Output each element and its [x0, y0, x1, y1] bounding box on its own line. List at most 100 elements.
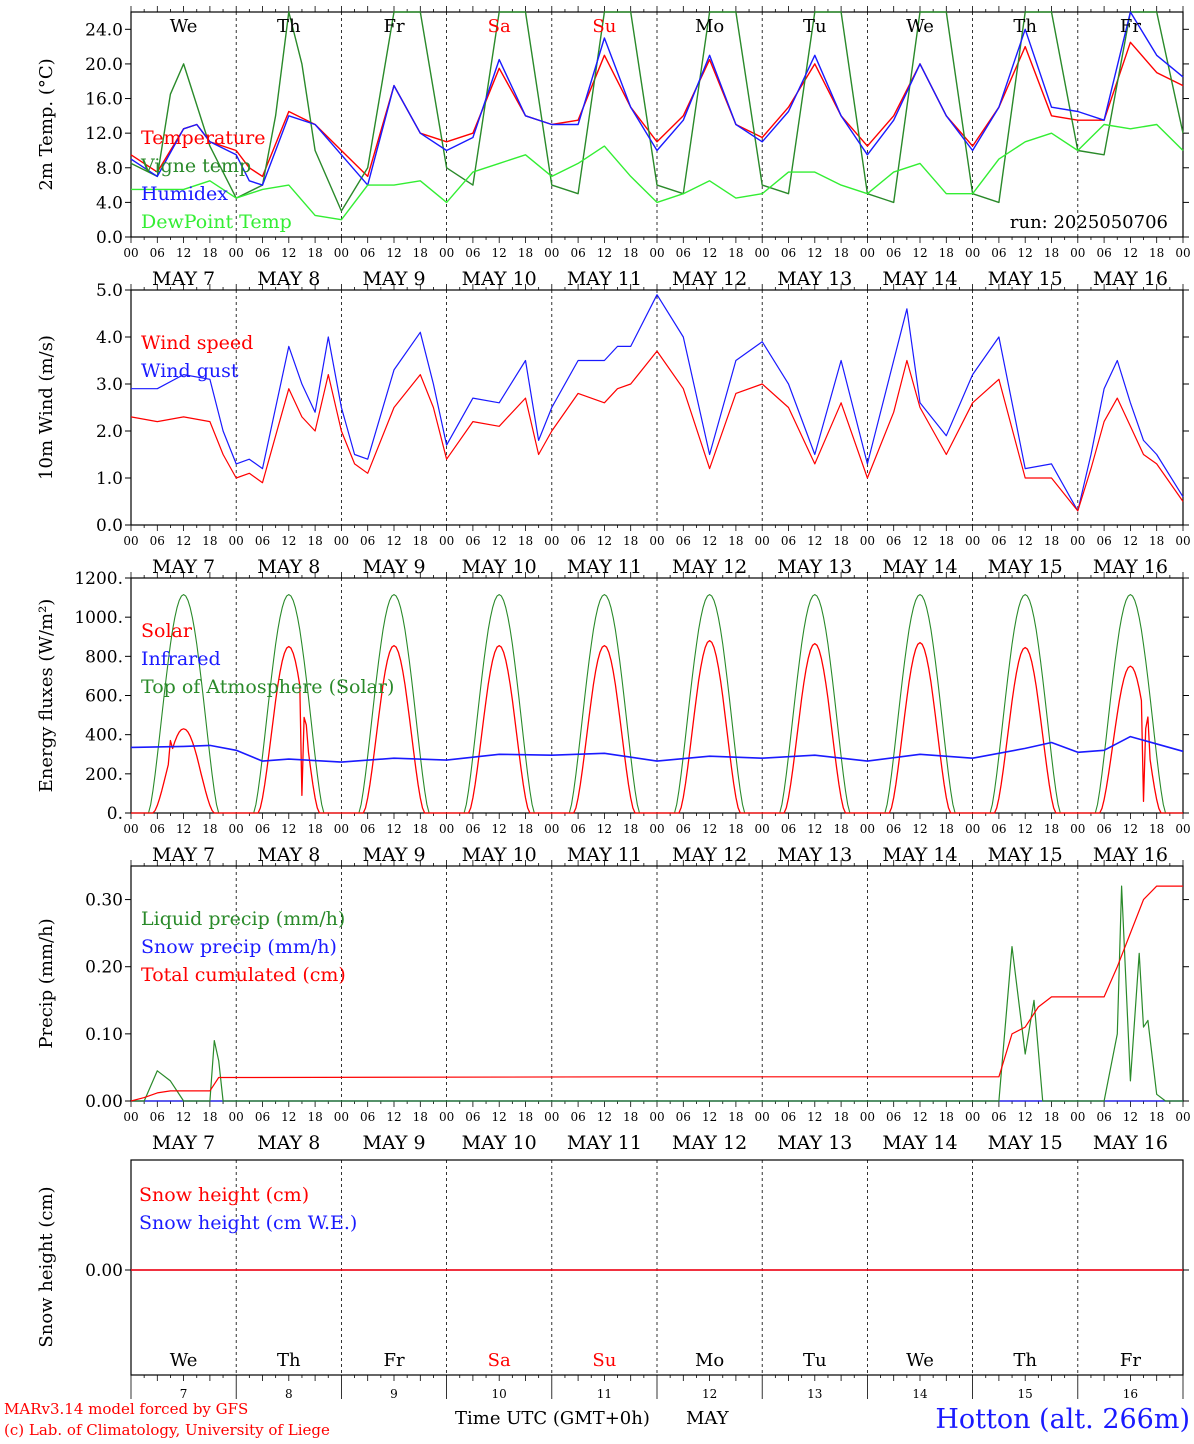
y-axis-label: 10m Wind (m/s) — [36, 335, 57, 480]
y-axis-label: 2m Temp. (°C) — [36, 58, 57, 190]
day-date-label: MAY 8 — [257, 556, 320, 578]
y-tick-label: 0.00 — [85, 1092, 123, 1112]
hour-tick-label: 18 — [413, 1110, 428, 1124]
day-date-label: MAY 16 — [1093, 268, 1168, 290]
panel-3: 0. 200. 400. 600. 800. 1000. 1200. Energy fluxe… — [36, 569, 1191, 866]
hour-tick-label: 12 — [912, 246, 927, 260]
hour-tick-label: 00 — [334, 822, 349, 836]
hour-tick-label: 06 — [255, 534, 270, 548]
hour-tick-label: 00 — [965, 1110, 980, 1124]
series-wind-speed — [130, 350, 1184, 512]
day-date-label: MAY 15 — [988, 556, 1063, 578]
hour-tick-label: 18 — [413, 534, 428, 548]
panel-4: 0.00 0.10 0.20 0.30 Precip (mm/h) Liquid prec… — [36, 860, 1191, 1154]
weekday-label: Fr — [1120, 1350, 1141, 1371]
footer-xlabel: Time UTC (GMT+0h) — [455, 1408, 650, 1429]
hour-tick-label: 00 — [334, 246, 349, 260]
day-date-label: MAY 10 — [462, 1132, 537, 1154]
y-tick-label: 0.20 — [85, 958, 123, 978]
day-date-label: MAY 13 — [777, 844, 852, 866]
hour-tick-label: 00 — [755, 822, 770, 836]
weekday-label: Fr — [383, 16, 404, 37]
hour-tick-label: 00 — [1070, 246, 1085, 260]
hour-tick-label: 18 — [728, 822, 743, 836]
hour-tick-label: 18 — [728, 1110, 743, 1124]
hour-tick-label: 06 — [570, 822, 585, 836]
footer-month: MAY — [686, 1408, 730, 1429]
hour-tick-label: 06 — [360, 822, 375, 836]
y-tick-label: 0.10 — [85, 1025, 123, 1045]
hour-tick-label: 18 — [202, 1110, 217, 1124]
y-tick-label: 3.0 — [96, 375, 123, 395]
hour-tick-label: 06 — [150, 534, 165, 548]
y-tick-label: 0.0 — [96, 516, 123, 536]
hour-tick-label: 00 — [544, 534, 559, 548]
hour-tick-label: 00 — [1070, 534, 1085, 548]
day-date-label: MAY 12 — [672, 268, 747, 290]
hour-tick-label: 06 — [991, 246, 1006, 260]
legend-entry: Wind gust — [141, 360, 239, 382]
hour-tick-label: 18 — [307, 1110, 322, 1124]
day-number-label: 14 — [912, 1387, 928, 1401]
hour-tick-label: 18 — [1149, 246, 1164, 260]
hour-tick-label: 12 — [386, 534, 401, 548]
hour-tick-label: 12 — [807, 246, 822, 260]
y-tick-label: 5.0 — [96, 281, 123, 301]
legend-entry: Humidex — [141, 183, 228, 205]
hour-tick-label: 18 — [833, 534, 848, 548]
weekday-label: Tu — [803, 1350, 827, 1371]
hour-tick-label: 00 — [649, 534, 664, 548]
hour-tick-label: 12 — [492, 822, 507, 836]
hour-tick-label: 12 — [492, 1110, 507, 1124]
weekday-label: We — [170, 16, 198, 37]
y-tick-label: 4.0 — [96, 328, 123, 348]
hour-tick-label: 12 — [912, 534, 927, 548]
day-number-label: 15 — [1018, 1387, 1033, 1401]
y-tick-label: 0. — [107, 804, 123, 824]
hour-tick-label: 18 — [202, 822, 217, 836]
weekday-label: We — [170, 1350, 198, 1371]
hour-tick-label: 00 — [649, 246, 664, 260]
hour-tick-label: 12 — [597, 246, 612, 260]
hour-tick-label: 12 — [492, 534, 507, 548]
y-tick-label: 400. — [85, 726, 123, 746]
series-vigne-temp — [130, 11, 1184, 212]
series-humidex — [130, 11, 1184, 186]
day-number-label: 13 — [807, 1387, 822, 1401]
day-date-label: MAY 10 — [462, 556, 537, 578]
legend-entry: Temperature — [141, 127, 265, 149]
hour-tick-label: 06 — [1096, 534, 1111, 548]
hour-tick-label: 18 — [307, 822, 322, 836]
y-tick-label: 20.0 — [85, 55, 123, 75]
day-date-label: MAY 8 — [257, 268, 320, 290]
day-date-label: MAY 15 — [988, 1132, 1063, 1154]
weekday-label: Fr — [1120, 16, 1141, 37]
hour-tick-label: 12 — [702, 822, 717, 836]
hour-tick-label: 00 — [755, 1110, 770, 1124]
day-date-label: MAY 10 — [462, 844, 537, 866]
hour-tick-label: 18 — [623, 1110, 638, 1124]
y-tick-label: 0.30 — [85, 891, 123, 911]
legend-entry: Infrared — [141, 648, 221, 670]
hour-tick-label: 18 — [202, 534, 217, 548]
weekday-label: Su — [592, 1350, 616, 1371]
hour-tick-label: 12 — [386, 246, 401, 260]
hour-tick-label: 06 — [570, 246, 585, 260]
hour-tick-label: 06 — [886, 1110, 901, 1124]
hour-tick-label: 00 — [860, 534, 875, 548]
hour-tick-label: 00 — [1175, 534, 1190, 548]
hour-tick-label: 00 — [334, 1110, 349, 1124]
hour-tick-label: 18 — [939, 246, 954, 260]
hour-tick-label: 18 — [307, 246, 322, 260]
weekday-label: Th — [277, 1350, 301, 1371]
hour-tick-label: 06 — [570, 1110, 585, 1124]
hour-tick-label: 06 — [465, 246, 480, 260]
hour-tick-label: 00 — [1175, 246, 1190, 260]
weekday-label: Th — [1013, 1350, 1037, 1371]
hour-tick-label: 12 — [597, 1110, 612, 1124]
run-label: run: 2025050706 — [1010, 212, 1168, 233]
hour-tick-label: 00 — [755, 246, 770, 260]
day-date-label: MAY 9 — [362, 268, 425, 290]
panel-frame — [130, 11, 1184, 238]
hour-tick-label: 18 — [518, 246, 533, 260]
